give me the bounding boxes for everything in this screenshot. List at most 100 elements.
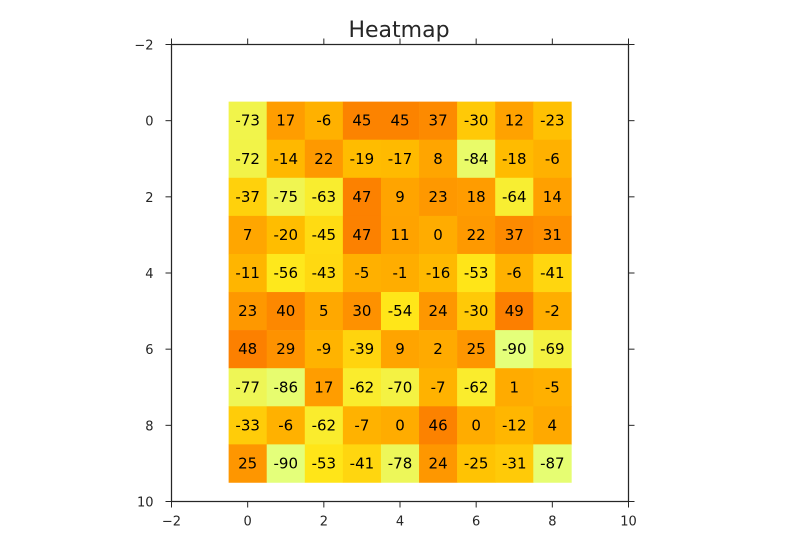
heatmap-cell-value: -86 <box>274 378 299 396</box>
heatmap-cell <box>266 444 306 483</box>
heatmap-cell <box>457 177 496 217</box>
heatmap-cell <box>533 368 572 407</box>
heatmap-cell <box>533 292 572 331</box>
heatmap-cell <box>457 444 496 483</box>
heatmap-cell <box>380 330 420 369</box>
heatmap-cell <box>457 253 496 293</box>
heatmap-cell-value: 9 <box>395 188 405 206</box>
heatmap-cell-value: 30 <box>352 302 371 320</box>
heatmap-cell <box>304 444 344 483</box>
heatmap-cell <box>228 139 268 179</box>
heatmap-cell <box>380 368 420 407</box>
heatmap-cell <box>533 406 572 445</box>
heatmap-cell <box>419 177 458 217</box>
heatmap-cell-value: -64 <box>502 188 527 206</box>
heatmap-cell <box>495 406 534 445</box>
heatmap-cell <box>342 406 382 445</box>
heatmap-cell-value: -16 <box>426 264 451 282</box>
heatmap-cell-value: 0 <box>471 416 481 434</box>
y-tick-label: −2 <box>134 39 153 54</box>
heatmap-cell-value: -90 <box>274 454 299 472</box>
heatmap-cell-value: -20 <box>274 226 299 244</box>
heatmap-cell-value: -54 <box>388 302 413 320</box>
heatmap-cell-value: 22 <box>467 226 486 244</box>
heatmap-cell <box>342 330 382 369</box>
x-tick-label: 2 <box>320 515 328 530</box>
heatmap-cell-value: -87 <box>540 454 565 472</box>
heatmap-cell-value: 4 <box>548 416 558 434</box>
heatmap-cell <box>380 139 420 179</box>
y-tick-label: 2 <box>145 191 153 206</box>
heatmap-cell <box>419 215 458 255</box>
heatmap-cell <box>266 139 306 179</box>
heatmap-cell <box>457 101 496 141</box>
heatmap-cell <box>228 368 268 407</box>
heatmap-cell <box>342 101 382 141</box>
heatmap-cell-value: -17 <box>388 150 413 168</box>
heatmap-cell-value: 24 <box>429 454 448 472</box>
heatmap-cell-value: -84 <box>464 150 489 168</box>
heatmap-cell <box>380 253 420 293</box>
heatmap-cell-value: 18 <box>467 188 486 206</box>
heatmap-cell-value: -11 <box>235 264 260 282</box>
heatmap-cell <box>419 444 458 483</box>
heatmap-cell-value: 31 <box>543 226 562 244</box>
heatmap-cell <box>495 330 534 369</box>
heatmap-cell-value: -41 <box>540 264 565 282</box>
y-tick-label: 6 <box>145 343 153 358</box>
heatmap-cell-labels: -73 17 -6 45 45 37 -30 12 -23-72 -14 22 -19 -17 8 -84-… <box>235 112 564 473</box>
heatmap-cell-value: -41 <box>350 454 375 472</box>
heatmap-cell <box>266 330 306 369</box>
heatmap-cells <box>228 101 572 483</box>
heatmap-cell <box>457 330 496 369</box>
heatmap-cell-value: 23 <box>429 188 448 206</box>
heatmap-cell <box>419 292 458 331</box>
heatmap-cell <box>419 253 458 293</box>
heatmap-cell-value: 25 <box>467 340 486 358</box>
heatmap-cell <box>342 253 382 293</box>
heatmap-cell-value: -23 <box>540 112 565 130</box>
heatmap-cell-value: -53 <box>464 264 489 282</box>
heatmap-cell <box>457 368 496 407</box>
heatmap-cell-value: 45 <box>390 112 409 130</box>
heatmap-cell-value: 24 <box>429 302 448 320</box>
heatmap-cell-value: -62 <box>312 416 337 434</box>
heatmap-cell <box>457 406 496 445</box>
heatmap-cell <box>495 177 534 217</box>
y-tick-label: 4 <box>145 267 153 282</box>
heatmap-cell <box>533 444 572 483</box>
heatmap-cell-value: 47 <box>352 188 371 206</box>
heatmap-cell <box>266 101 306 141</box>
heatmap-cell <box>419 101 458 141</box>
heatmap-cell <box>304 406 344 445</box>
heatmap-cell <box>533 253 572 293</box>
heatmap-cell <box>380 406 420 445</box>
heatmap-cell-value: -1 <box>393 264 408 282</box>
heatmap-cell-value: -6 <box>278 416 293 434</box>
heatmap-cell <box>457 292 496 331</box>
heatmap-cell <box>495 292 534 331</box>
heatmap-cell <box>495 444 534 483</box>
heatmap-cell <box>533 139 572 179</box>
heatmap-cell-value: -73 <box>235 112 260 130</box>
heatmap-cell-value: 5 <box>319 302 329 320</box>
heatmap-cell <box>342 215 382 255</box>
heatmap-cell-value: -75 <box>274 188 299 206</box>
heatmap-cell-value: -9 <box>316 340 331 358</box>
x-tick-label: 10 <box>620 515 637 530</box>
heatmap-cell-value: 0 <box>433 226 443 244</box>
heatmap-cell <box>495 101 534 141</box>
heatmap-cell-value: -77 <box>235 378 260 396</box>
heatmap-cell <box>304 330 344 369</box>
heatmap-cell-value: 14 <box>543 188 562 206</box>
heatmap-cell <box>304 177 344 217</box>
heatmap-cell <box>228 406 268 445</box>
heatmap-cell <box>266 292 306 331</box>
heatmap-cell <box>457 215 496 255</box>
heatmap-cell-value: -45 <box>312 226 337 244</box>
heatmap-cell <box>533 177 572 217</box>
heatmap-cell-value: -25 <box>464 454 489 472</box>
heatmap-cell-value: -6 <box>507 264 522 282</box>
